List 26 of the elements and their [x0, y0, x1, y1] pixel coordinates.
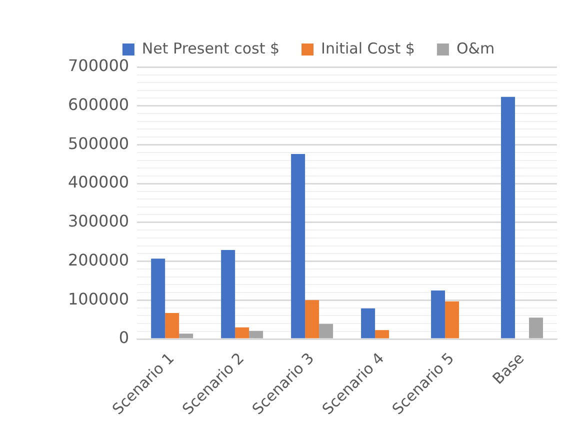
y-tick-label: 0 — [118, 328, 130, 348]
bar — [501, 96, 516, 338]
bar — [151, 258, 166, 338]
legend-label: Net Present cost $ — [142, 39, 280, 58]
legend-label: Initial Cost $ — [321, 39, 415, 58]
bar — [445, 301, 460, 338]
bar — [529, 318, 544, 338]
bar — [361, 308, 376, 338]
y-tick-label: 600000 — [68, 95, 130, 114]
legend-label: O&m — [456, 39, 495, 58]
y-tick-label: 100000 — [68, 289, 130, 308]
bar — [165, 313, 180, 338]
y-tick-label: 500000 — [68, 134, 130, 153]
bar — [291, 154, 306, 338]
y-tick-label: 300000 — [68, 212, 130, 231]
y-tick-label: 400000 — [68, 172, 130, 192]
bar — [235, 327, 250, 338]
bar — [221, 250, 236, 338]
y-tick-label: 700000 — [68, 56, 130, 76]
bar — [375, 330, 390, 338]
bar — [249, 330, 264, 338]
bar — [179, 334, 194, 338]
y-tick-label: 200000 — [68, 250, 130, 270]
bar — [319, 324, 334, 338]
bar — [305, 300, 320, 338]
bar — [431, 290, 446, 338]
